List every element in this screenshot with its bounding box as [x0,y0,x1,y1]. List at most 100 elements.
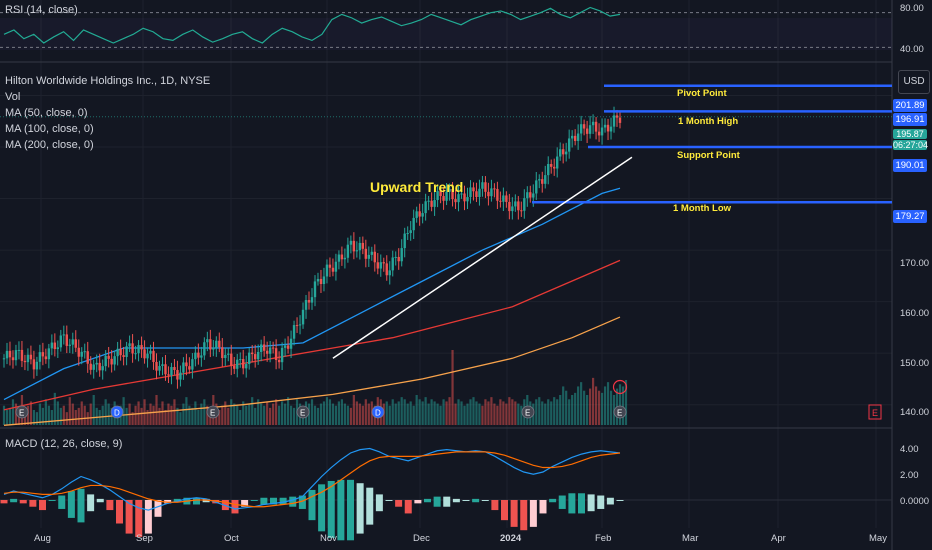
volume-bar-66 [200,403,203,425]
volume-bar-13 [41,407,44,425]
macd-y-tick-2: 0.0000 [900,496,929,507]
candle-body-69 [209,339,212,350]
x-tick-5: 2024 [500,533,522,544]
volume-bar-147 [442,399,445,425]
candle-body-162 [487,191,490,197]
macd-hist-bar-7 [67,491,75,518]
candle-body-97 [292,325,296,339]
volume-bar-131 [394,403,397,425]
candle-body-130 [391,257,394,271]
trendline [332,156,633,359]
candle-body-10 [32,359,36,370]
volume-bar-75 [227,407,230,425]
candle-body-62 [188,366,191,370]
candle-body-54 [164,364,167,375]
volume-bar-109 [328,399,332,425]
volume-bar-44 [134,405,137,425]
volume-bar-187 [562,386,565,425]
candle-body-67 [203,342,206,356]
volume-bar-144 [433,401,436,425]
volume-bar-139 [418,399,421,425]
macd-hist-bar-4 [39,500,46,511]
volume-bar-62 [188,405,191,425]
macd-hist-bar-51 [491,500,499,511]
ma-line-0 [3,187,621,401]
volume-bar-111 [334,405,338,425]
candle-body-80 [242,359,245,369]
candle-body-174 [523,198,526,211]
event-marker-label-3: E [300,409,305,418]
candle-body-16 [50,342,54,349]
candle-body-133 [400,248,403,262]
volume-bar-10 [32,410,36,425]
candle-body-102 [307,300,311,303]
volume-bar-118 [355,401,358,425]
macd-hist-bar-52 [501,500,508,521]
candle-body-15 [47,348,51,360]
candle-body-20 [62,334,66,336]
candle-body-7 [23,360,27,363]
volume-bar-104 [313,405,317,425]
candle-body-119 [358,242,362,251]
volume-bar-166 [499,399,502,425]
volume-bar-114 [343,403,346,425]
candle-body-83 [250,352,254,355]
macd-hist-bar-35 [337,479,345,541]
volume-bar-190 [571,395,574,425]
candle-body-206 [618,117,622,123]
volume-bar-18 [56,401,59,425]
volume-bar-208 [624,380,628,425]
candle-body-134 [403,233,406,249]
candle-body-120 [361,242,365,249]
volume-bar-151 [454,403,457,425]
candle-body-24 [74,339,77,348]
candle-body-6 [20,349,24,361]
volume-bar-43 [131,412,134,425]
volume-bar-103 [310,399,314,425]
volume-bar-134 [403,399,406,425]
volume-bar-140 [421,401,424,425]
candle-body-5 [17,349,21,351]
candle-body-39 [119,348,122,356]
candle-body-115 [346,244,350,258]
candle-body-124 [373,251,376,263]
macd-hist-bar-1 [10,498,18,503]
volume-bar-65 [197,410,200,425]
candle-body-86 [259,344,263,352]
candle-body-114 [343,257,347,260]
volume-bar-80 [242,401,245,425]
candle-body-1 [5,350,9,359]
price-y-tick-3: 170.00 [900,258,929,269]
volume-bar-93 [280,401,284,425]
volume-bar-155 [466,403,469,425]
event-marker-5 [521,405,535,419]
volume-bar-181 [544,403,547,425]
macd-hist-bar-44 [424,498,431,503]
price-y-tick-0: 140.00 [900,407,929,418]
candle-body-117 [352,240,356,252]
volume-bar-183 [550,401,553,425]
macd-hist-bar-63 [606,497,614,505]
volume-bar-121 [364,399,367,425]
volume-bar-26 [80,401,83,425]
macd-hist-bar-64 [616,500,624,501]
candle-body-52 [158,366,161,371]
candle-body-118 [355,250,359,252]
candle-body-142 [427,200,430,202]
volume-bar-57 [173,399,176,425]
candle-body-166 [499,200,502,202]
volume-bar-14 [44,399,47,425]
volume-bar-47 [143,399,146,425]
candle-body-144 [433,200,436,207]
candle-body-113 [340,254,344,260]
x-tick-2: Oct [224,533,239,544]
volume-bar-50 [152,405,155,425]
candle-body-139 [418,211,421,217]
currency-button[interactable]: USD [898,70,930,94]
macd-hist-bar-29 [279,497,287,505]
volume-bar-170 [511,399,514,425]
candle-body-135 [406,233,409,235]
volume-bar-52 [158,407,161,425]
candle-body-3 [11,357,15,361]
